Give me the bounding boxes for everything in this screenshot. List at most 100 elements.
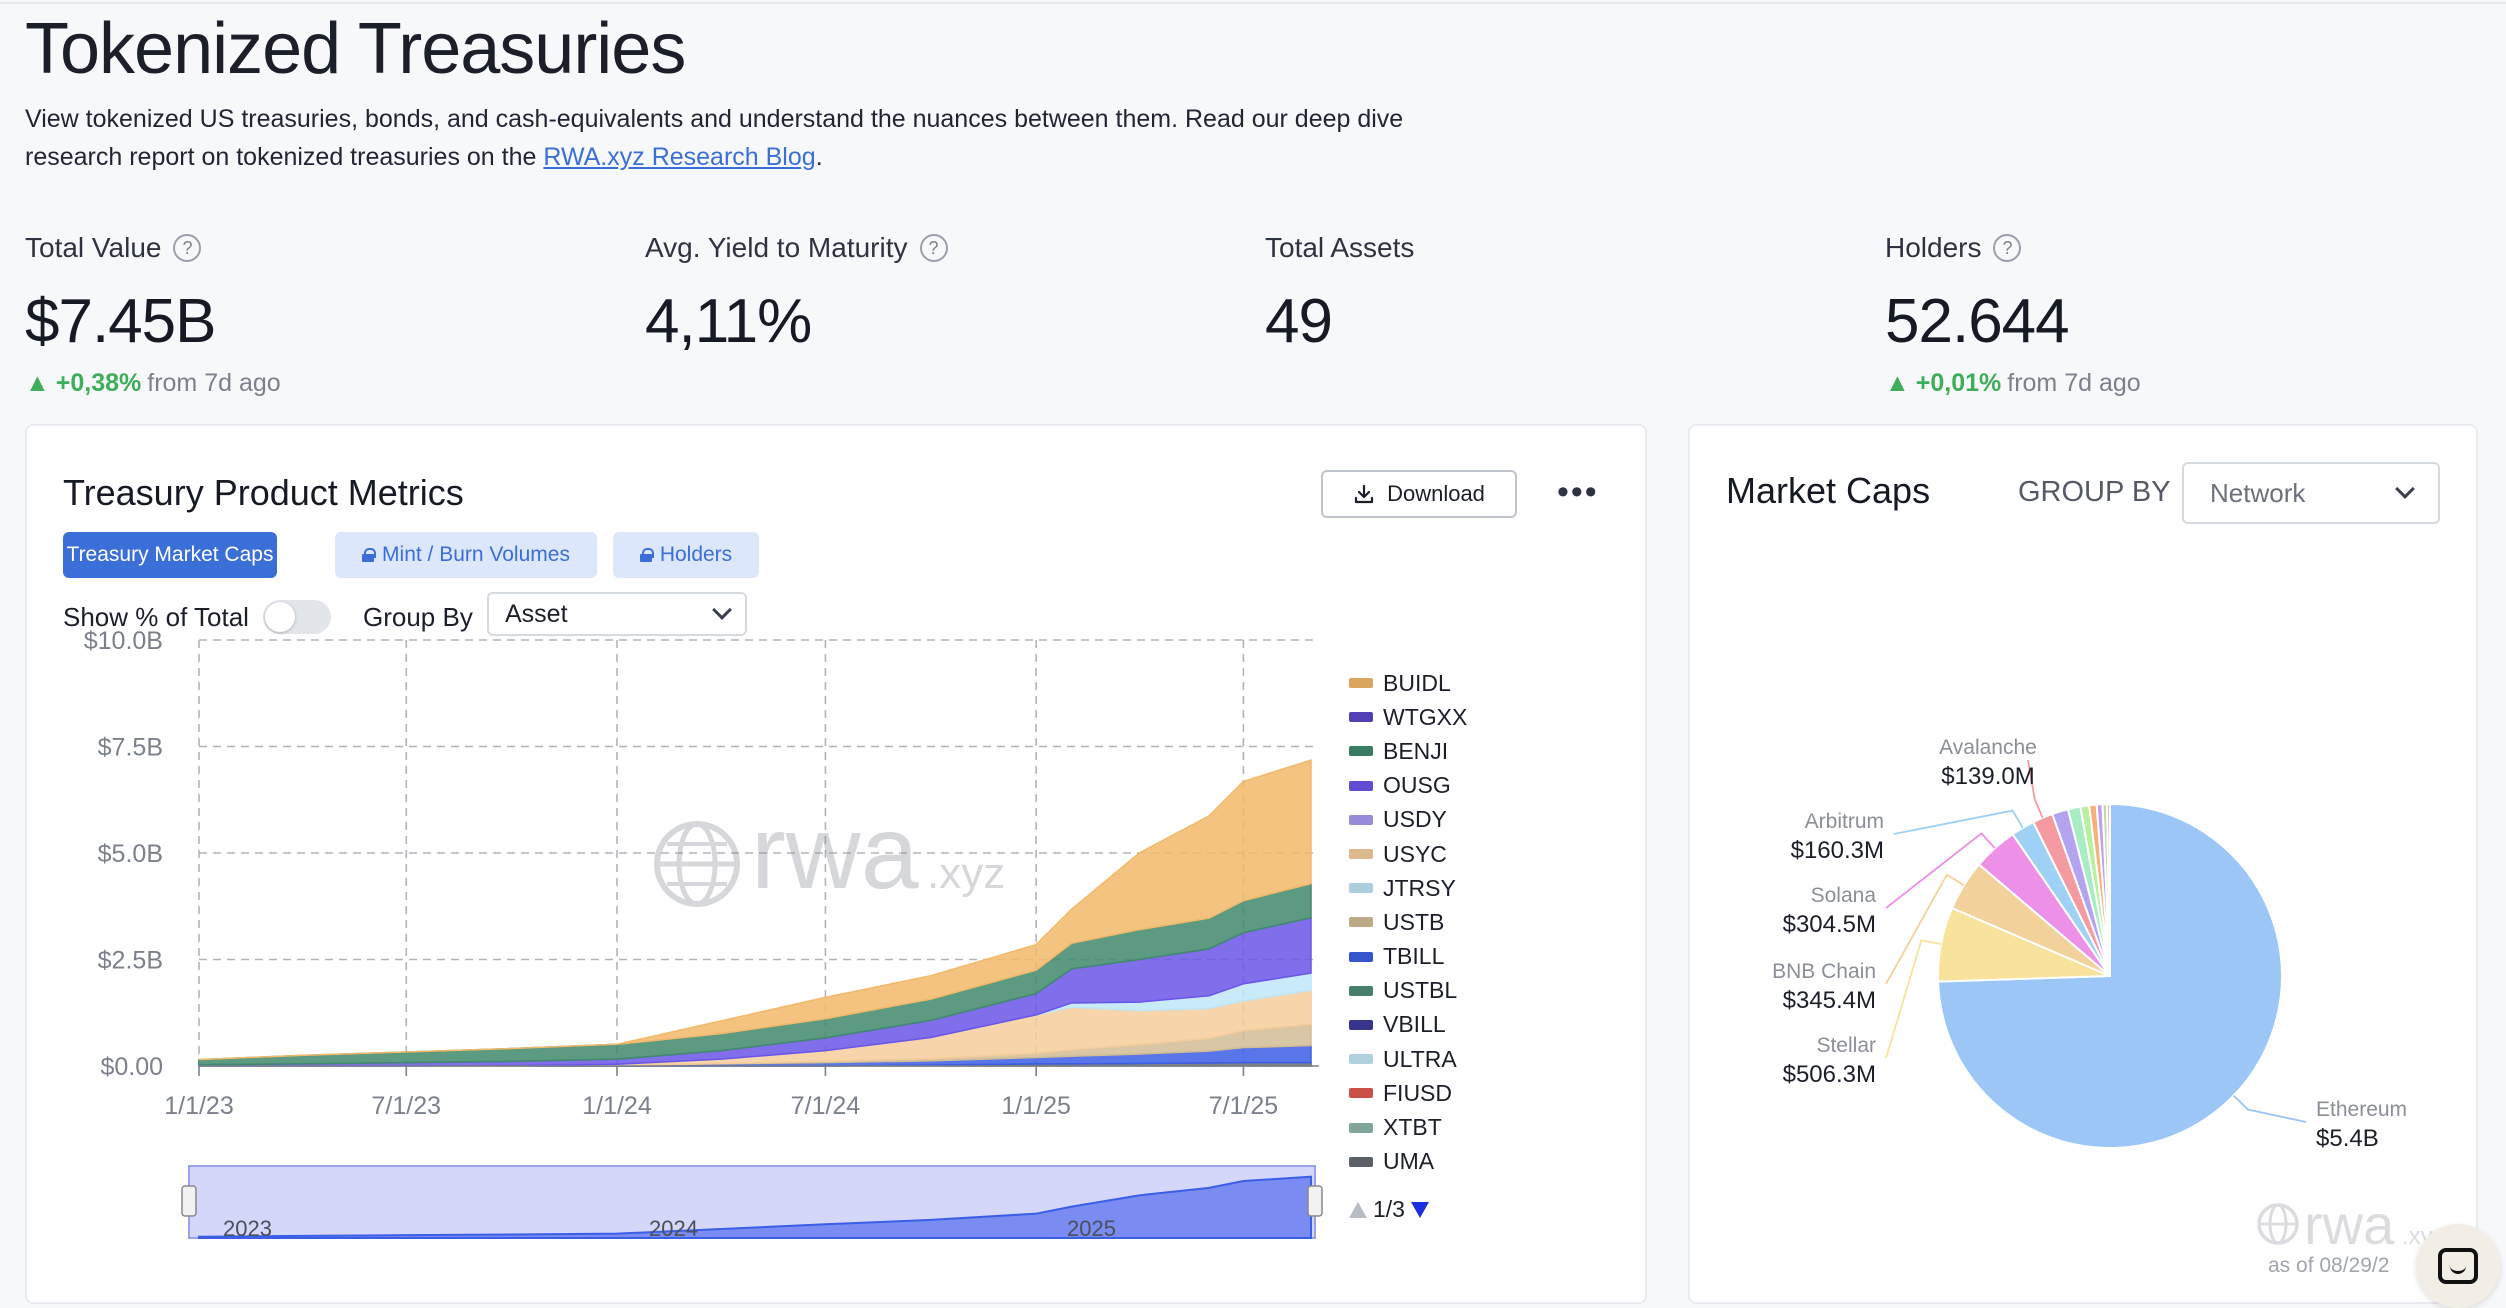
legend-label: TBILL xyxy=(1383,943,1445,970)
legend-item-usyc[interactable]: USYC xyxy=(1349,837,1467,871)
chart-grid xyxy=(198,639,1319,1067)
pie-label-name: Solana xyxy=(1811,884,1877,907)
stat-avg-yield: Avg. Yield to Maturity? 4,11% xyxy=(645,232,948,357)
pie-label-value: $160.3M xyxy=(1791,837,1884,864)
globe-icon xyxy=(2257,1203,2299,1245)
market-caps-pie-chart: Ethereum $5.4B Stellar $506.3M BNB Chain $345… xyxy=(1772,736,2445,1256)
group-by-select[interactable]: Asset xyxy=(487,592,747,636)
y-tick-label: $5.0B xyxy=(98,840,163,868)
legend-label: USDY xyxy=(1383,806,1447,833)
legend-swatch xyxy=(1349,780,1373,791)
download-button[interactable]: Download xyxy=(1321,470,1517,518)
legend-label: USTBL xyxy=(1383,977,1458,1004)
navigator-year-label: 2025 xyxy=(1067,1216,1116,1241)
research-blog-link[interactable]: RWA.xyz Research Blog xyxy=(543,143,816,171)
show-percent-toggle[interactable] xyxy=(263,600,331,634)
tab-holders[interactable]: Holders xyxy=(613,532,759,578)
navigator-year-label: 2024 xyxy=(649,1216,698,1241)
treasury-market-cap-chart: rwa .xyz $0.00 $2.5B $5.0B $7.5B $10.0B 1/1/2… xyxy=(84,627,1323,1241)
watermark: rwa .xyz xyxy=(654,795,1005,911)
chevron-down-icon xyxy=(712,600,732,620)
legend-item-tbill[interactable]: TBILL xyxy=(1349,940,1467,974)
stat-label: Avg. Yield to Maturity xyxy=(645,232,908,263)
watermark-suffix: .xyz xyxy=(927,849,1005,898)
legend-pager: 1/3 xyxy=(1349,1196,1429,1223)
description-text: View tokenized US treasuries, bonds, and… xyxy=(25,105,1404,171)
chat-launcher-button[interactable] xyxy=(2416,1224,2500,1308)
stat-value: 49 xyxy=(1265,287,1333,356)
stat-holders: Holders? 52.644 ▲ +0,01% from 7d ago xyxy=(1885,232,2141,398)
legend-swatch xyxy=(1349,951,1373,962)
range-navigator[interactable]: 2023 2024 2025 xyxy=(181,1165,1323,1241)
page-down-icon[interactable] xyxy=(1410,1201,1429,1218)
legend-label: VBILL xyxy=(1383,1011,1446,1038)
legend-label: UMA xyxy=(1383,1148,1435,1175)
pie-label-value: $139.0M xyxy=(1941,763,2034,790)
legend-label: ULTRA xyxy=(1383,1045,1457,1072)
legend-label: USYC xyxy=(1383,840,1447,867)
legend-swatch xyxy=(1349,917,1373,928)
tab-treasury-market-caps[interactable]: Treasury Market Caps xyxy=(63,532,277,578)
legend-item-fiusd[interactable]: FIUSD xyxy=(1349,1076,1467,1110)
lock-icon xyxy=(362,548,377,562)
y-tick-label: $2.5B xyxy=(98,947,163,975)
legend-label: XTBT xyxy=(1383,1114,1442,1141)
legend-item-wtgxx[interactable]: WTGXX xyxy=(1349,700,1467,734)
tab-label: Holders xyxy=(659,543,733,566)
navigator-handle-right[interactable] xyxy=(1307,1185,1323,1217)
help-icon[interactable]: ? xyxy=(1993,234,2022,262)
x-tick-label: 1/1/25 xyxy=(1001,1092,1071,1120)
x-tick-label: 7/1/25 xyxy=(1209,1092,1279,1120)
x-tick-label: 1/1/24 xyxy=(582,1092,652,1120)
pie-leader-line xyxy=(1885,832,1996,909)
x-tick-label: 7/1/23 xyxy=(372,1092,442,1120)
legend-item-ousg[interactable]: OUSG xyxy=(1349,769,1467,803)
pie-label-name: Ethereum xyxy=(2316,1098,2407,1121)
pie-label-value: $506.3M xyxy=(1783,1061,1876,1088)
pie-label-name: Stellar xyxy=(1816,1034,1876,1057)
legend-label: WTGXX xyxy=(1383,703,1468,730)
pie-leader-line xyxy=(1885,939,1942,1059)
legend-swatch xyxy=(1349,712,1373,723)
x-tick-label: 1/1/23 xyxy=(164,1092,234,1120)
legend-swatch xyxy=(1349,849,1373,860)
more-options-button[interactable]: ••• xyxy=(1557,473,1599,511)
area-series-buidl[interactable] xyxy=(198,759,1312,1061)
legend-swatch xyxy=(1349,1088,1373,1099)
legend-swatch xyxy=(1349,678,1373,689)
legend-item-buidl[interactable]: BUIDL xyxy=(1349,666,1467,700)
legend-item-usdy[interactable]: USDY xyxy=(1349,803,1467,837)
pie-label-value: $345.4M xyxy=(1783,987,1876,1014)
tab-mint-burn-volumes[interactable]: Mint / Burn Volumes xyxy=(335,532,597,578)
legend-item-uma[interactable]: UMA xyxy=(1349,1145,1467,1179)
pie-slices xyxy=(1937,802,2283,1149)
pie-leader-line xyxy=(2232,1094,2307,1123)
pie-slice[interactable] xyxy=(2106,802,2111,977)
legend-item-ustb[interactable]: USTB xyxy=(1349,905,1467,939)
pie-label-value: $304.5M xyxy=(1783,911,1876,938)
top-border xyxy=(0,0,2506,4)
pie-label-name: Arbitrum xyxy=(1805,810,1884,833)
group-by-label: Group By xyxy=(363,602,473,632)
tab-label: Mint / Burn Volumes xyxy=(382,543,570,566)
legend-item-xtbt[interactable]: XTBT xyxy=(1349,1110,1467,1144)
legend-swatch xyxy=(1349,746,1373,757)
legend-item-ustbl[interactable]: USTBL xyxy=(1349,974,1467,1008)
pie-label-name: Avalanche xyxy=(1939,736,2037,759)
legend-item-benji[interactable]: BENJI xyxy=(1349,734,1467,768)
download-icon xyxy=(1354,484,1374,504)
legend-swatch xyxy=(1349,1019,1373,1030)
help-icon[interactable]: ? xyxy=(919,234,948,262)
treasury-metrics-card: Treasury Product Metrics Download ••• Tr… xyxy=(25,424,1647,1304)
description-period: . xyxy=(815,143,823,171)
legend-item-jtrsy[interactable]: JTRSY xyxy=(1349,871,1467,905)
legend-swatch xyxy=(1349,1156,1373,1167)
help-icon[interactable]: ? xyxy=(173,234,202,262)
globe-icon xyxy=(654,821,740,907)
legend-item-ultra[interactable]: ULTRA xyxy=(1349,1042,1467,1076)
watermark-text: rwa xyxy=(751,795,919,911)
network-select[interactable]: Network xyxy=(2182,462,2440,524)
page-up-icon[interactable] xyxy=(1349,1201,1367,1218)
navigator-handle-left[interactable] xyxy=(181,1185,197,1217)
legend-item-vbill[interactable]: VBILL xyxy=(1349,1008,1467,1042)
